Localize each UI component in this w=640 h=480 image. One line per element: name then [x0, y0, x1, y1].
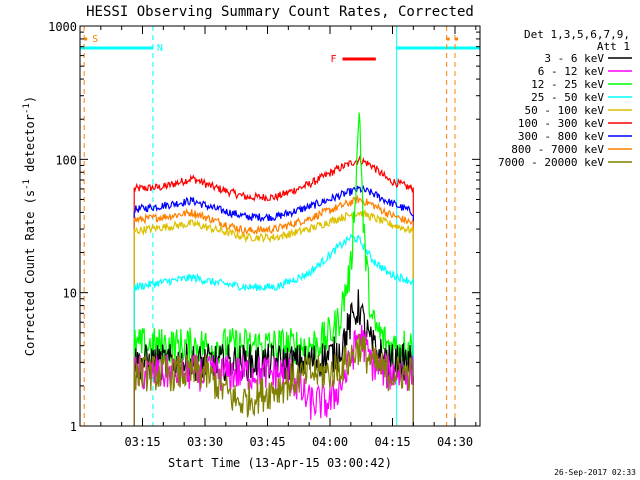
series-line	[133, 184, 414, 426]
axes: 03:15 03:30 03:45 04:00 04:15 04:30 1 10 100 1000	[48, 20, 480, 449]
legend-header-attenuator: Att 1	[597, 40, 630, 53]
legend-entry-label: 100 - 300 keV	[518, 117, 604, 130]
series-line	[133, 233, 414, 426]
series-line	[133, 333, 414, 426]
x-axis-label: Start Time (13-Apr-15 03:00:42)	[168, 456, 392, 470]
x-tick-label: 04:15	[374, 435, 410, 449]
y-tick-label: 10	[63, 287, 77, 301]
flare-label: F	[331, 54, 337, 65]
y-axis-label: Corrected Count Rate (s-1 detector-1)	[22, 96, 37, 356]
series-layer	[133, 112, 414, 426]
orbit-markers: SF	[83, 26, 458, 426]
legend-entry-label: 7000 - 20000 keV	[498, 156, 604, 169]
series-line	[133, 112, 414, 426]
x-tick-label: 04:00	[312, 435, 348, 449]
legend-entry-label: 800 - 7000 keV	[511, 143, 604, 156]
series-line	[133, 194, 414, 426]
legend-entry-label: 300 - 800 keV	[518, 130, 604, 143]
chart-title: HESSI Observing Summary Count Rates, Cor…	[86, 4, 474, 20]
legend-entry-label: 25 - 50 keV	[531, 91, 604, 104]
legend-entry-label: 3 - 6 keV	[544, 52, 604, 65]
x-tick-label: 04:30	[437, 435, 473, 449]
series-line	[133, 209, 414, 426]
x-tick-label: 03:45	[249, 435, 285, 449]
legend-entry-label: 12 - 25 keV	[531, 78, 604, 91]
y-tick-label: 100	[55, 153, 77, 167]
x-tick-label: 03:15	[124, 435, 160, 449]
y-tick-label: 1	[70, 420, 77, 434]
legend-entry-label: 50 - 100 keV	[525, 104, 605, 117]
x-tick-label: 03:30	[187, 435, 223, 449]
footer-timestamp: 26-Sep-2017 02:33	[554, 468, 636, 477]
legend-header-detectors: Det 1,3,5,6,7,9,	[524, 28, 630, 41]
night-label: N	[157, 43, 163, 54]
y-tick-label: 1000	[48, 20, 77, 34]
legend-entry-label: 6 - 12 keV	[538, 65, 605, 78]
saa-label: S	[92, 34, 98, 45]
plot-frame	[79, 25, 481, 427]
series-line	[133, 154, 414, 426]
